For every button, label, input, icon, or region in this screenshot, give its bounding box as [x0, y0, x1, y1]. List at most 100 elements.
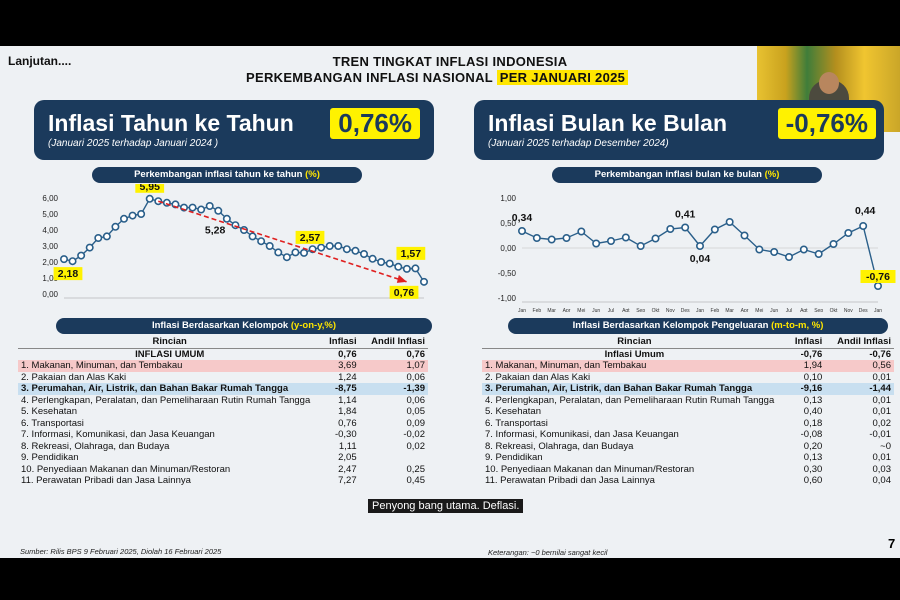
yoy-trend-arrow [158, 200, 408, 283]
yoy-row-label: 8. Rekreasi, Olahraga, dan Budaya [21, 440, 170, 452]
mom-x-tick-label: Jun [592, 308, 600, 312]
mom-point [517, 226, 526, 235]
yoy-row-label: 5. Kesehatan [21, 406, 77, 417]
yoy-banner: Inflasi Tahun ke Tahun (Januari 2025 ter… [34, 100, 434, 160]
yoy-table-row: 1. Makanan, Minuman, dan Tembakau 3,69 1,0… [18, 360, 428, 372]
yoy-point [394, 262, 403, 271]
yoy-point [411, 264, 420, 273]
yoy-table: Rincian Inflasi Andil Inflasi INFLASI UMUM 0… [18, 336, 428, 487]
mom-x-tick-label: Jan [518, 308, 526, 312]
mom-ytick-label: 1,00 [500, 194, 516, 203]
mom-row-label: 6. Transportasi [485, 417, 548, 429]
mom-x-tick-label: Mar [547, 308, 556, 312]
yoy-ytick-label: 0,00 [42, 290, 58, 299]
mom-line-chart: 1,00 0,50 0,00 -0,50 -1,00 Jan Feb Mar Apr Mei Jun… [498, 194, 896, 312]
yoy-point [299, 248, 308, 257]
yoy-ytick-label: 2,00 [42, 258, 58, 267]
yoy-row-andil: 0,06 [406, 371, 426, 383]
mom-row-andil: 0,03 [872, 463, 892, 475]
yoy-data-label-bg [389, 285, 419, 299]
mom-point [755, 245, 764, 254]
mom-table-title: Inflasi Berdasarkan Kelompok Pengeluaran… [508, 318, 888, 334]
yoy-point [248, 232, 257, 241]
yoy-point [359, 250, 368, 259]
yoy-row-andil: 0,05 [406, 406, 426, 417]
mom-point [770, 248, 779, 257]
mom-row-inflasi: -9,16 [800, 383, 823, 394]
yoy-row-andil: -0,02 [403, 429, 425, 440]
mom-x-tick-label: Okt [652, 308, 660, 312]
yoy-point [197, 205, 206, 214]
mom-table-title-unit: (m-to-m, %) [771, 320, 824, 331]
yoy-point [85, 243, 94, 252]
yoy-data-label: 1,57 [401, 248, 422, 260]
yoy-row-label: 6. Transportasi [21, 417, 84, 429]
yoy-point [385, 259, 394, 268]
mom-table-row: 5. Kesehatan 0,40 0,01 [482, 406, 894, 418]
mom-point [844, 228, 853, 237]
page-number: 7 [888, 536, 896, 551]
mom-row-label: 11. Perawatan Pribadi dan Jasa Lainnya [485, 475, 655, 486]
mom-row-inflasi: 0,13 [803, 394, 823, 406]
mom-chart-title: Perkembangan inflasi bulan ke bulan (%) [552, 167, 822, 183]
mom-row-inflasi: 0,60 [803, 475, 823, 486]
yoy-point [205, 201, 214, 210]
mom-row-label: 10. Penyediaan Makanan dan Minuman/Resto… [485, 463, 695, 475]
yoy-point [94, 233, 103, 242]
yoy-point [137, 209, 146, 218]
mom-table-row: 2. Pakaian dan Alas Kaki 0,10 0,01 [482, 372, 894, 384]
yoy-point [68, 257, 77, 266]
mom-table-row: 4. Perlengkapan, Peralatan, dan Pemeliha… [482, 395, 894, 407]
mom-data-label: -0,76 [866, 271, 890, 283]
mom-header-cell: Andil Inflasi [825, 336, 894, 349]
mom-ytick-label: -0,50 [498, 269, 517, 278]
yoy-point [145, 194, 154, 203]
mom-table-row: 10. Penyediaan Makanan dan Minuman/Resto… [482, 464, 894, 476]
yoy-row-inflasi: 0,76 [338, 348, 357, 360]
mom-table-row: 7. Informasi, Komunikasi, dan Jasa Keuan… [482, 429, 894, 441]
yoy-point [342, 245, 351, 254]
mom-x-tick-label: Mei [577, 308, 585, 312]
mom-row-andil: -1,44 [869, 383, 891, 394]
mom-footer: Keterangan: ~0 bernilai sangat kecil [488, 548, 608, 557]
yoy-table-row: INFLASI UMUM 0,76 0,76 [18, 348, 428, 360]
mom-x-tick-label: Jul [786, 308, 792, 312]
yoy-point [282, 253, 291, 262]
mom-point [814, 250, 823, 259]
mom-chart-title-unit: (%) [764, 169, 780, 180]
yoy-point [265, 241, 274, 250]
mom-table-row: 9. Pendidikan 0,13 0,01 [482, 452, 894, 464]
yoy-table-row: 6. Transportasi 0,76 0,09 [18, 418, 428, 430]
mom-x-tick-label: Sep [636, 308, 645, 312]
mom-row-label: 5. Kesehatan [485, 406, 541, 417]
yoy-ytick-label: 4,00 [42, 226, 58, 235]
yoy-table-header: Rincian Inflasi Andil Inflasi [18, 336, 428, 349]
mom-row-andil: -0,01 [869, 429, 891, 440]
yoy-row-andil: 0,76 [406, 348, 426, 360]
mom-row-andil: 0,56 [872, 360, 892, 371]
mom-row-andil: ~0 [880, 440, 891, 452]
yoy-line-chart: 6,00 5,00 4,00 3,00 2,00 1,00 0,00 2,18 5,95 5,28… [42, 184, 428, 299]
mom-row-andil: 0,01 [872, 452, 892, 463]
mom-row-label: Inflasi Umum [604, 348, 665, 360]
mom-point [784, 253, 793, 262]
mom-x-tick-label: Feb [533, 308, 542, 312]
mom-banner-title: Inflasi Bulan ke Bulan [488, 110, 727, 136]
yoy-row-label: 11. Perawatan Pribadi dan Jasa Lainnya [21, 475, 191, 486]
yoy-header-cell: Andil Inflasi [359, 336, 428, 349]
mom-row-inflasi: 0,13 [803, 452, 823, 463]
yoy-point [351, 246, 360, 255]
mom-x-tick-label: Nov [666, 308, 675, 312]
yoy-row-inflasi: 1,84 [338, 406, 357, 417]
yoy-table-title-unit: (y-on-y,%) [290, 320, 337, 331]
yoy-table-row: 2. Pakaian dan Alas Kaki 1,24 0,06 [18, 372, 428, 384]
yoy-point [59, 255, 68, 264]
mom-row-inflasi: 0,10 [803, 371, 823, 383]
mom-x-tick-label: Apr [741, 308, 749, 312]
yoy-row-andil: -1,39 [403, 383, 425, 394]
yoy-row-andil: 0,06 [406, 394, 426, 406]
yoy-row-label: 1. Makanan, Minuman, dan Tembakau [21, 360, 183, 371]
mom-row-label: 4. Perlengkapan, Peralatan, dan Pemeliha… [485, 394, 775, 406]
mom-header-cell: Inflasi [786, 336, 826, 349]
yoy-point [274, 248, 283, 257]
